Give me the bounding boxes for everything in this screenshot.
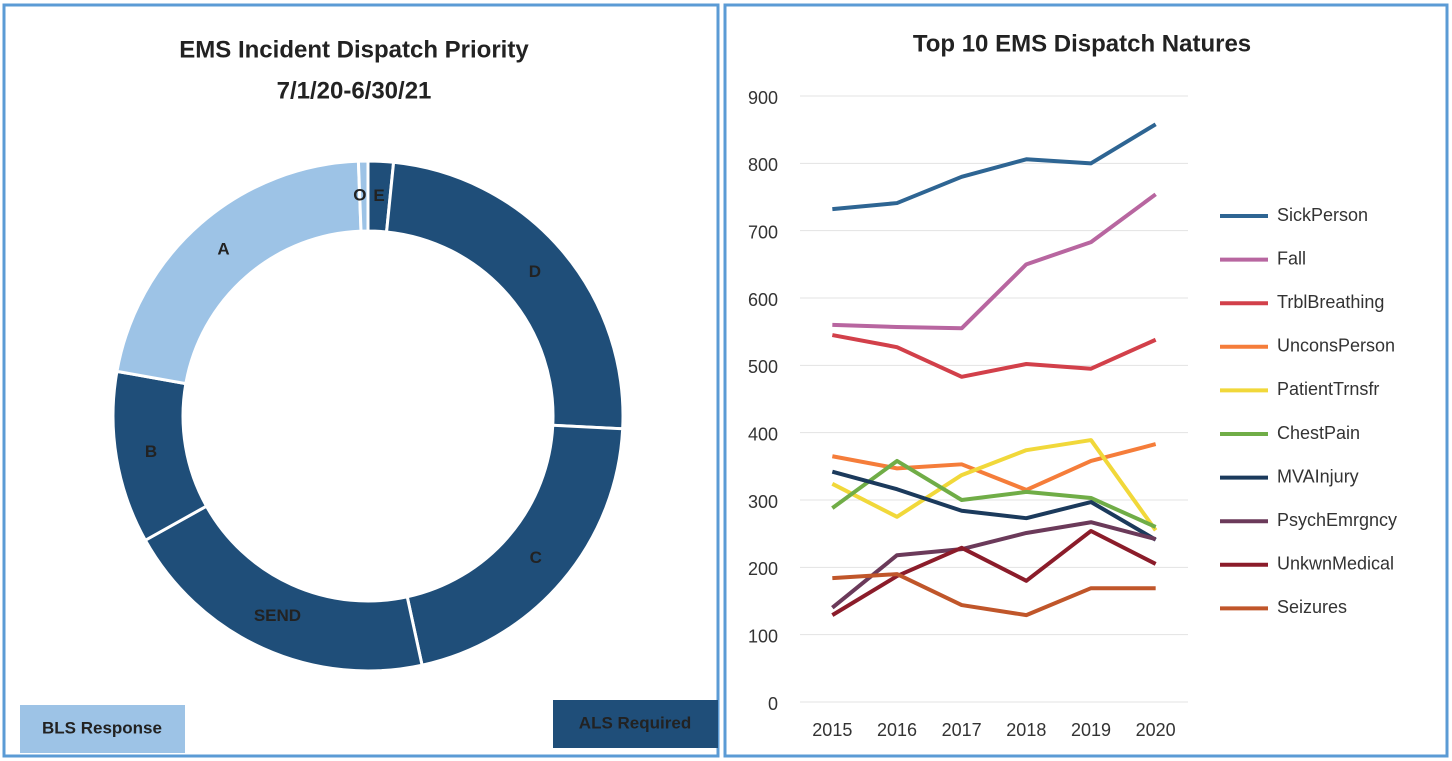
x-tick-label: 2019 <box>1071 720 1111 740</box>
legend-label: Seizures <box>1277 597 1347 617</box>
legend-box <box>553 700 718 748</box>
segment-label: E <box>373 186 384 205</box>
segment-label: C <box>530 548 542 567</box>
legend-label: ALS Required <box>579 713 691 732</box>
legend-label: PsychEmrgncy <box>1277 510 1397 530</box>
legend-label: UnkwnMedical <box>1277 554 1394 574</box>
y-tick-label: 500 <box>748 357 778 377</box>
y-tick-label: 900 <box>748 88 778 108</box>
legend-box <box>20 705 185 753</box>
series-line <box>831 528 1157 617</box>
series-line <box>831 469 1157 542</box>
legend-label: PatientTrnsfr <box>1277 379 1379 399</box>
segment-label: B <box>145 442 157 461</box>
series-line <box>832 572 1156 618</box>
legend-label: SickPerson <box>1277 205 1368 225</box>
donut-title: EMS Incident Dispatch Priority <box>179 36 529 63</box>
x-tick-label: 2018 <box>1006 720 1046 740</box>
x-tick-label: 2016 <box>877 720 917 740</box>
x-tick-label: 2015 <box>812 720 852 740</box>
y-tick-label: 600 <box>748 290 778 310</box>
series-line <box>831 458 1157 529</box>
y-tick-label: 700 <box>748 222 778 242</box>
y-tick-label: 300 <box>748 492 778 512</box>
y-tick-label: 100 <box>748 626 778 646</box>
donut-segment <box>356 159 370 233</box>
series-line <box>832 192 1157 331</box>
legend-label: BLS Response <box>42 718 162 737</box>
legend-label: ChestPain <box>1277 423 1360 443</box>
y-tick-label: 800 <box>748 155 778 175</box>
y-tick-label: 0 <box>768 694 778 714</box>
legend-label: UnconsPerson <box>1277 336 1395 356</box>
legend-label: MVAInjury <box>1277 466 1359 486</box>
series-line <box>832 122 1157 212</box>
segment-label: O <box>353 186 366 205</box>
segment-label: A <box>217 240 229 259</box>
x-tick-label: 2017 <box>942 720 982 740</box>
segment-label: D <box>529 262 541 281</box>
y-tick-label: 200 <box>748 559 778 579</box>
series-line <box>831 520 1157 610</box>
x-tick-label: 2020 <box>1136 720 1176 740</box>
legend-label: Fall <box>1277 248 1306 268</box>
donut-segment <box>384 160 625 431</box>
series-line <box>831 333 1157 379</box>
legend-label: TrblBreathing <box>1277 292 1384 312</box>
y-tick-label: 400 <box>748 424 778 444</box>
donut-subtitle: 7/1/20-6/30/21 <box>277 77 432 104</box>
series-line <box>831 438 1158 532</box>
line-title: Top 10 EMS Dispatch Natures <box>913 30 1251 57</box>
right-panel <box>723 3 1449 758</box>
segment-label: SEND <box>254 606 301 625</box>
